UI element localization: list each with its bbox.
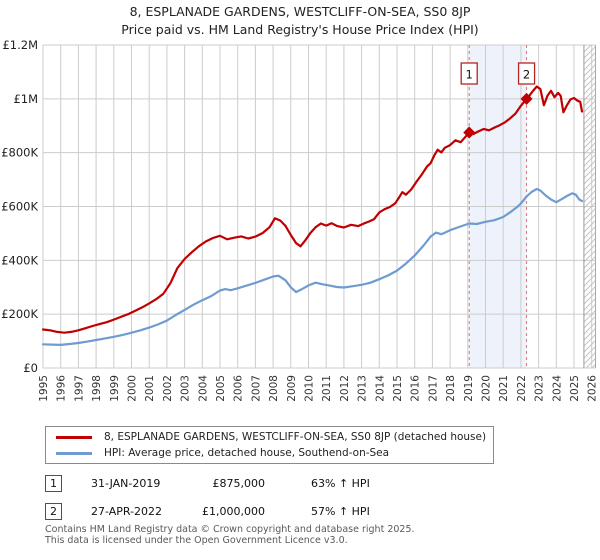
no-data-hatch-region [583, 45, 596, 368]
svg-text:£400K: £400K [1, 253, 38, 267]
svg-text:2020: 2020 [481, 375, 493, 402]
sale-flag-1 [460, 62, 478, 85]
svg-text:2001: 2001 [144, 375, 156, 402]
svg-text:2018: 2018 [445, 375, 457, 402]
footer-line-1: Contains HM Land Registry data © Crown c… [45, 524, 415, 535]
page-subtitle: Price paid vs. HM Land Registry's House … [121, 22, 479, 37]
svg-text:2006: 2006 [233, 375, 245, 402]
svg-text:2016: 2016 [410, 375, 422, 402]
svg-text:2009: 2009 [286, 375, 298, 402]
sale-2-number-badge: 2 [45, 503, 62, 520]
price-history-chart: 1 2 £0 £200K £400K £600K £800K £1M £1.2M 1995 1996… [1, 38, 599, 402]
svg-text:1999: 1999 [109, 375, 121, 402]
legend-item-property: 8, ESPLANADE GARDENS, WESTCLIFF-ON-SEA, … [46, 429, 486, 445]
sale-1-number-badge: 1 [45, 475, 62, 492]
chart-legend: 8, ESPLANADE GARDENS, WESTCLIFF-ON-SEA, … [45, 426, 494, 464]
svg-text:2025: 2025 [569, 375, 581, 402]
sale-record-2: 2 27-APR-2022 £1,000,000 57% ↑ HPI [45, 503, 565, 523]
svg-text:2024: 2024 [551, 375, 563, 402]
sale-flag-2 [517, 62, 536, 85]
svg-text:£1.2M: £1.2M [2, 38, 38, 52]
svg-text:£200K: £200K [1, 307, 38, 321]
svg-text:2022: 2022 [516, 375, 528, 402]
sale-record-1: 1 31-JAN-2019 £875,000 63% ↑ HPI [45, 475, 565, 495]
sale-2-hpi-delta: 57% ↑ HPI [311, 505, 370, 518]
svg-text:2023: 2023 [534, 375, 546, 402]
svg-text:2007: 2007 [250, 375, 262, 402]
svg-text:2: 2 [523, 68, 530, 82]
property-line-swatch [56, 435, 92, 439]
page-title: 8, ESPLANADE GARDENS, WESTCLIFF-ON-SEA, … [129, 4, 471, 19]
sale-marker-1 [463, 126, 476, 139]
svg-text:2010: 2010 [304, 375, 316, 402]
sale-1-hpi-delta: 63% ↑ HPI [311, 477, 370, 490]
svg-text:2012: 2012 [339, 375, 351, 402]
series-hpi [41, 187, 584, 346]
hpi-line-swatch [56, 451, 92, 455]
svg-text:2019: 2019 [463, 375, 475, 402]
svg-text:2000: 2000 [127, 375, 139, 402]
svg-text:£600K: £600K [1, 200, 38, 214]
legend-label-hpi: HPI: Average price, detached house, Sout… [104, 447, 390, 459]
svg-text:2013: 2013 [357, 375, 369, 402]
svg-text:2021: 2021 [498, 375, 510, 402]
svg-text:2015: 2015 [392, 375, 404, 402]
svg-text:2003: 2003 [180, 375, 192, 402]
footer-line-2: This data is licensed under the Open Gov… [45, 534, 348, 546]
svg-text:2002: 2002 [162, 375, 174, 402]
license-footer: Contains HM Land Registry data © Crown c… [45, 524, 415, 546]
legend-label-property: 8, ESPLANADE GARDENS, WESTCLIFF-ON-SEA, … [104, 431, 487, 443]
svg-text:1995: 1995 [38, 375, 50, 402]
sale-1-date: 31-JAN-2019 [91, 477, 161, 490]
svg-text:1997: 1997 [73, 375, 85, 402]
legend-item-hpi: HPI: Average price, detached house, Sout… [46, 445, 389, 461]
svg-text:2008: 2008 [268, 375, 280, 402]
sale-1-price: £875,000 [212, 477, 266, 490]
sale-marker-2 [520, 92, 533, 105]
svg-text:2014: 2014 [374, 375, 386, 402]
svg-text:2005: 2005 [215, 375, 227, 402]
svg-text:1: 1 [466, 68, 473, 82]
svg-text:2004: 2004 [197, 375, 209, 402]
svg-text:1996: 1996 [56, 375, 68, 402]
sale-2-date: 27-APR-2022 [91, 505, 163, 518]
svg-text:1998: 1998 [91, 375, 103, 402]
sale-2-price: £1,000,000 [202, 505, 265, 518]
svg-text:£800K: £800K [1, 146, 38, 160]
svg-text:£0: £0 [23, 361, 38, 375]
svg-text:2011: 2011 [321, 375, 333, 402]
svg-text:£1M: £1M [13, 92, 38, 106]
svg-text:2026: 2026 [587, 375, 599, 402]
svg-text:2017: 2017 [427, 375, 439, 402]
